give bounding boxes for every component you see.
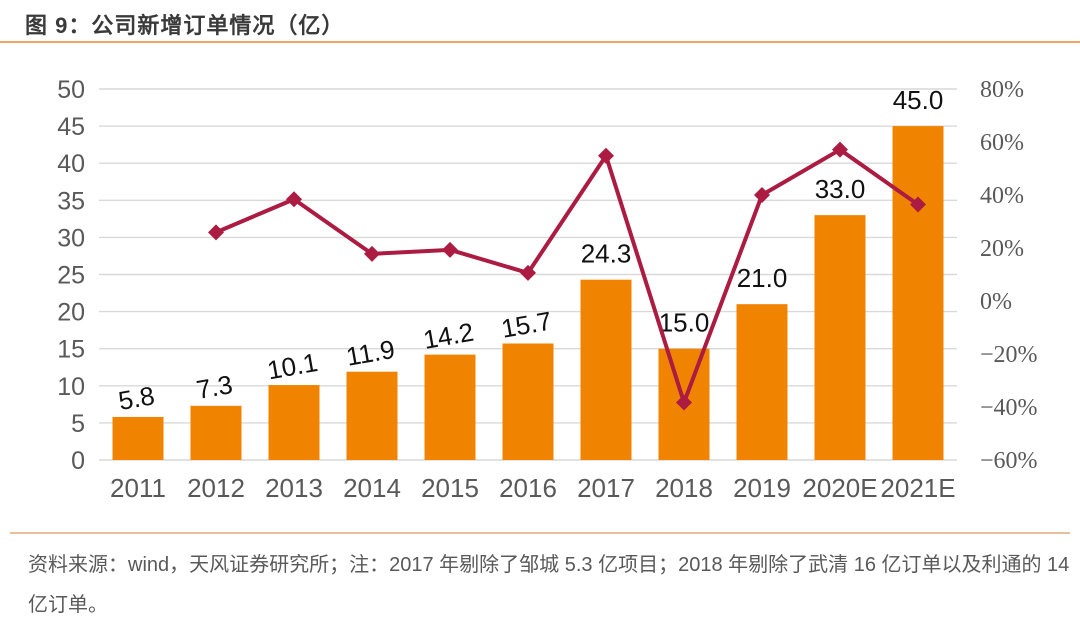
x-axis-tick-label: 2012 — [187, 473, 245, 503]
bar-value-label: 5.8 — [116, 380, 157, 416]
chart: 0 5 10 15 20 25 30 35 40 45 50 80% 60% 40% 20% 0% −20% −4… — [57, 76, 1038, 503]
bar-value-label: 10.1 — [265, 347, 320, 385]
bar-value-label: 45.0 — [893, 85, 944, 115]
left-axis-tick-label: 25 — [57, 262, 85, 290]
growth-line — [215, 147, 920, 405]
right-axis-tick-label: 40% — [980, 183, 1024, 209]
bar-value-label: 21.0 — [737, 263, 788, 293]
line-marker — [832, 141, 848, 158]
bar — [346, 371, 398, 460]
x-axis-tick-label: 2020E — [802, 473, 877, 503]
x-axis-tick-label: 2021E — [880, 473, 955, 503]
bar — [190, 405, 242, 460]
left-axis-tick-label: 45 — [57, 113, 85, 141]
bar — [424, 354, 476, 460]
left-axis-tick-label: 40 — [57, 150, 85, 178]
left-axis-tick-label: 10 — [57, 373, 85, 401]
bar-value-label: 33.0 — [815, 174, 866, 204]
source-note-line1: 资料来源：wind，天风证券研究所；注：2017 年剔除了邹城 5.3 亿项目；… — [28, 554, 1070, 576]
bar — [580, 279, 632, 460]
right-axis-tick-label: 60% — [980, 130, 1024, 156]
line-marker — [364, 245, 380, 262]
bar-value-label: 7.3 — [194, 369, 235, 405]
bar — [892, 126, 944, 460]
x-axis-tick-label: 2017 — [577, 473, 635, 503]
bar-value-label: 24.3 — [581, 239, 632, 269]
x-axis-tick-label: 2014 — [343, 473, 401, 503]
x-axis-tick-label: 2013 — [265, 473, 323, 503]
bar — [502, 343, 554, 460]
left-axis-tick-label: 30 — [57, 224, 85, 252]
bar — [736, 304, 788, 460]
x-axis-tick-label: 2018 — [655, 473, 713, 503]
x-axis-tick-label: 2011 — [110, 473, 166, 503]
line-marker — [754, 187, 770, 203]
line-marker — [286, 191, 302, 208]
footer-divider — [10, 532, 1070, 534]
line-marker — [208, 224, 224, 241]
right-axis-tick-label: −60% — [980, 448, 1038, 474]
x-axis-tick-label: 2019 — [733, 473, 791, 503]
right-axis-tick-label: 0% — [980, 289, 1012, 315]
bar-value-label: 15.0 — [659, 308, 710, 338]
left-axis-tick-label: 5 — [71, 410, 85, 438]
figure-title: 图 9：公司新增订单情况（亿） — [25, 13, 345, 38]
line-marker — [598, 147, 614, 164]
left-axis-tick-label: 20 — [57, 299, 85, 327]
left-axis-tick-label: 0 — [71, 447, 85, 475]
right-axis-tick-label: 80% — [980, 77, 1024, 103]
line-marker — [442, 241, 458, 258]
x-axis-tick-label: 2015 — [421, 473, 479, 503]
bar — [112, 416, 164, 460]
line-marker — [910, 196, 926, 213]
right-axis-tick-label: −40% — [980, 395, 1038, 421]
right-axis-tick-label: −20% — [980, 342, 1038, 368]
x-axis-tick-label: 2016 — [499, 473, 557, 503]
bar-value-label: 11.9 — [344, 334, 397, 372]
source-note: 资料来源：wind，天风证券研究所；注：2017 年剔除了邹城 5.3 亿项目；… — [28, 545, 1070, 625]
left-axis-tick-label: 15 — [57, 336, 85, 364]
left-axis-tick-label: 35 — [57, 187, 85, 215]
left-axis-tick-label: 50 — [57, 76, 85, 104]
bar — [268, 385, 320, 460]
title-underline — [0, 41, 1080, 43]
line-marker — [676, 394, 692, 411]
line-marker — [520, 264, 536, 281]
right-axis-tick-label: 20% — [980, 236, 1024, 262]
bar — [814, 215, 866, 460]
source-note-line2: 亿订单。 — [28, 594, 108, 616]
